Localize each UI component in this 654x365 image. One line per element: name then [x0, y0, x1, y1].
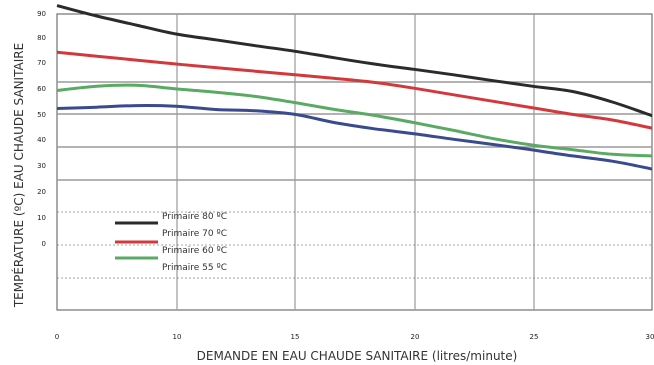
y-tick-label: 60 [37, 85, 46, 93]
y-tick-label: 80 [37, 34, 46, 42]
series-line-2 [56, 50, 653, 130]
tick-labels: 0 10 15 20 25 30 90 80 70 60 50 40 30 20 10 0 [37, 10, 654, 341]
y-tick-label: 20 [37, 188, 46, 196]
series-line-3 [56, 104, 653, 171]
x-tick-label: 15 [291, 333, 300, 341]
legend-label: Primaire 70 ºC [162, 229, 227, 239]
y-tick-label: 0 [42, 240, 46, 248]
y-axis-title: TEMPÉRATURE (ºC) EAU CHAUDE SANITAIRE [11, 43, 26, 308]
x-tick-label: 10 [173, 333, 182, 341]
legend: Primaire 80 ºC Primaire 70 ºC Primaire 60 … [115, 212, 227, 273]
legend-label: Primaire 60 ºC [162, 246, 227, 256]
x-tick-label: 20 [411, 333, 420, 341]
series-line-1 [56, 4, 653, 118]
y-tick-label: 40 [37, 136, 46, 144]
series-lines [56, 4, 653, 171]
x-axis-title: DEMANDE EN EAU CHAUDE SANITAIRE (litres/… [197, 349, 518, 363]
x-tick-label: 0 [55, 333, 59, 341]
series-line-4 [56, 83, 653, 158]
y-tick-label: 90 [37, 10, 46, 18]
y-tick-label: 10 [37, 214, 46, 222]
y-tick-label: 30 [37, 162, 46, 170]
plot-area [56, 13, 653, 311]
x-tick-label: 30 [646, 333, 654, 341]
y-tick-label: 50 [37, 111, 46, 119]
y-tick-label: 70 [37, 59, 46, 67]
grid [57, 14, 652, 310]
legend-label: Primaire 80 ºC [162, 212, 227, 222]
legend-label: Primaire 55 ºC [162, 263, 227, 273]
x-tick-label: 25 [530, 333, 539, 341]
